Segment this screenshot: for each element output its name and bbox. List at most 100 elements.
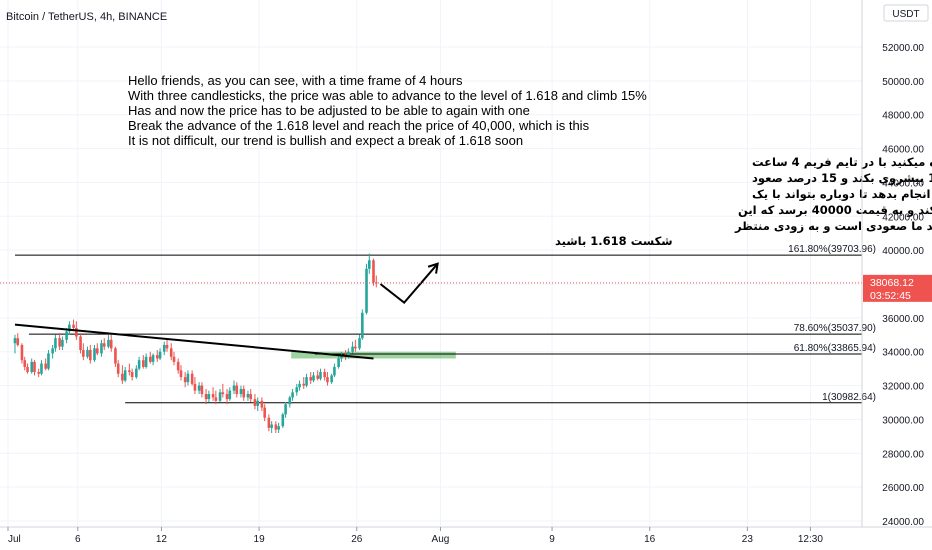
candle-body: [165, 344, 169, 349]
candle-body: [281, 414, 285, 427]
candle-body: [361, 312, 364, 339]
candle-body: [190, 373, 194, 384]
candle-body: [267, 417, 271, 428]
candle-body: [337, 358, 340, 367]
candlesticks: [13, 253, 378, 433]
trendline[interactable]: [14, 323, 374, 360]
persian-line-2: با سه کندل قیمت توانسته تا تراز 1.618 پی…: [752, 171, 932, 186]
price-tag-box: [863, 274, 932, 302]
candle-body: [95, 348, 99, 354]
candle-body: [61, 339, 64, 347]
time-tick-label: Aug: [432, 534, 450, 545]
time-tick-label: 6: [75, 534, 81, 545]
candle-body: [309, 377, 313, 381]
fib-level-label: 1(30982.64): [822, 392, 876, 403]
candle-body: [54, 338, 57, 349]
candle-body: [351, 346, 354, 352]
candle-body: [47, 353, 50, 369]
candle-body: [365, 268, 368, 313]
candle-body: [249, 394, 253, 400]
price-tick-label: 40000.00: [882, 246, 924, 257]
candle-body: [200, 385, 204, 395]
candle-body: [93, 348, 96, 361]
candle-body: [214, 397, 218, 401]
candle-body: [260, 400, 264, 408]
candle-body: [354, 346, 357, 349]
price-tag-price: 38068.12: [870, 277, 914, 289]
candle-body: [298, 383, 301, 388]
price-axis[interactable]: 24000.00 26000.00 28000.00 30000.00 32000.00…: [861, 0, 924, 528]
fib-level-label: 61.80%(33865.94): [794, 343, 876, 354]
candle-body: [89, 350, 92, 361]
candle-body: [169, 348, 173, 357]
time-tick-label: 26: [351, 534, 363, 545]
grid: [0, 0, 862, 527]
price-tick-label: 34000.00: [882, 348, 924, 359]
candle-body: [225, 394, 229, 400]
candle-body: [319, 372, 322, 379]
candle-body: [26, 366, 29, 373]
english-line-4: Break the advance of the 1.618 level and…: [128, 118, 590, 133]
drawings[interactable]: [0, 262, 862, 360]
candle-body: [358, 338, 361, 349]
candle-body: [211, 394, 215, 398]
price-tick-label: 44000.00: [882, 178, 924, 189]
candle-body: [284, 404, 287, 415]
candle-body: [330, 375, 333, 383]
candle-body: [347, 351, 350, 357]
candle-body: [121, 373, 124, 381]
candle-body: [172, 356, 176, 362]
candle-body: [295, 387, 299, 393]
time-tick-label: 12: [156, 534, 168, 545]
price-tick-label: 46000.00: [882, 145, 924, 156]
candle-body: [72, 324, 75, 329]
persian-line-3: داشته است و الان قیمت باید اصلاح انجام ب…: [752, 187, 932, 202]
projection-path[interactable]: [379, 263, 439, 304]
price-tick-label: 30000.00: [882, 415, 924, 426]
candle-body: [235, 385, 239, 395]
english-line-5: It is not difficult, our trend is bullis…: [128, 133, 523, 148]
fibonacci-levels[interactable]: 161.80%(39703.96) 78.60%(35037.90) 61.80%(…: [14, 244, 876, 404]
candle-body: [30, 361, 34, 373]
candle-body: [79, 336, 82, 351]
candle-body: [204, 394, 208, 400]
candle-body: [20, 344, 24, 361]
candle-body: [107, 339, 110, 347]
price-tick-label: 36000.00: [882, 314, 924, 325]
candle-body: [82, 350, 85, 357]
candle-body: [372, 260, 375, 283]
candle-body: [130, 372, 134, 378]
persian-line-5: موضوع دشواری نیست روند ما صعودی است و به…: [734, 219, 932, 234]
candle-body: [44, 363, 47, 369]
candle-body: [291, 392, 294, 398]
candle-body: [33, 361, 36, 373]
candle-body: [253, 399, 257, 406]
currency-badge[interactable]: USDT: [883, 4, 929, 22]
fib-level-label: 161.80%(39703.96): [788, 244, 876, 255]
candle-body: [305, 377, 308, 386]
highlight-zone-layer: [291, 351, 456, 359]
candle-body: [13, 338, 17, 344]
candle-body: [221, 392, 225, 395]
price-tick-label: 52000.00: [882, 43, 924, 54]
candle-body: [109, 339, 113, 349]
projection-arrowhead: [427, 262, 439, 274]
candle-body: [155, 355, 159, 359]
currency-badge-box: [883, 4, 929, 22]
fib-level-label: 78.60%(35037.90): [794, 323, 876, 334]
candle-body: [193, 383, 197, 391]
highlight-zone-box: [291, 351, 456, 359]
price-tick-label: 48000.00: [882, 111, 924, 122]
candle-body: [228, 390, 232, 400]
currency-badge-label: USDT: [892, 9, 919, 20]
candle-body: [142, 360, 145, 367]
candle-body: [232, 385, 236, 391]
time-axis[interactable]: Jul 6 12 19 26 Aug 9 16 23 12:30: [0, 526, 932, 545]
candle-body: [58, 338, 61, 347]
candle-body: [218, 392, 222, 401]
candle-body: [368, 260, 371, 269]
candle-body: [316, 375, 319, 379]
symbol-title: Bitcoin / TetherUS, 4h, BINANCE: [6, 11, 167, 23]
candle-body: [114, 348, 117, 364]
